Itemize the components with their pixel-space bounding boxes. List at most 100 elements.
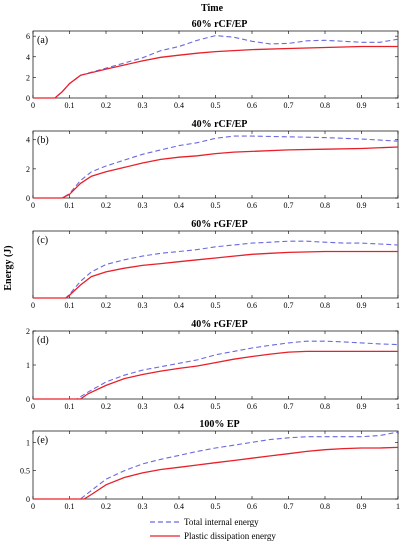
x-tick-label: 1 [396,201,400,210]
y-tick-label: 2 [26,73,30,82]
panel-letter: (a) [37,35,48,46]
x-tick-label: 0.9 [357,101,367,110]
y-tick-label: 2 [26,327,30,336]
x-tick-label: 0.2 [101,201,111,210]
x-tick-label: 0.8 [320,301,330,310]
series-total-internal-energy [33,135,399,199]
legend-label-plastic: Plastic dissipation energy [184,531,276,541]
series-total-internal-energy [33,431,399,500]
x-tick-label: 0.3 [138,301,148,310]
x-tick-label: 0.8 [320,502,330,511]
x-tick-label: 0.1 [65,301,75,310]
x-tick-label: 0.8 [320,402,330,411]
series-plastic-dissipation-energy [33,250,398,299]
x-tick-label: 0.7 [284,402,294,411]
y-tick-label: 0 [26,194,30,203]
x-tick-label: 0.9 [357,301,367,310]
x-tick-label: 1 [396,101,400,110]
panel-title: 40% rGF/EP [191,319,247,330]
x-tick-label: 0.4 [174,301,184,310]
y-tick-label: 4 [26,136,30,145]
panel-letter: (e) [37,435,48,446]
panel-title: 100% EP [199,419,239,430]
x-tick-label: 0.6 [247,201,257,210]
panel-title: 40% rCF/EP [192,119,248,130]
x-tick-label: 0.3 [138,502,148,511]
legend: Total internal energy Plastic dissipatio… [150,517,276,541]
x-tick-label: 0.5 [211,502,221,511]
x-tick-label: 0.8 [320,101,330,110]
y-tick-label: 1 [26,361,30,370]
x-tick-label: 0.5 [211,402,221,411]
series-plastic-dissipation-energy [33,45,398,99]
x-tick-label: 0.1 [65,402,75,411]
panel-frame [32,130,399,199]
x-tick-label: 0.9 [357,201,367,210]
panel-title: 60% rGF/EP [191,219,247,230]
series-plastic-dissipation-energy [33,446,399,500]
series-plastic-dissipation-energy [33,146,399,199]
x-tick-label: 0.9 [357,502,367,511]
panel-letter: (b) [37,135,49,146]
x-tick-label: 1 [396,402,400,411]
x-tick-label: 0 [31,101,35,110]
panel-letter: (c) [37,235,48,246]
y-tick-label: 0.5 [20,467,30,476]
series-total-internal-energy [33,340,399,400]
x-tick-label: 0.6 [247,402,257,411]
x-tick-label: 0 [31,502,35,511]
x-tick-label: 0.4 [174,201,184,210]
x-tick-label: 0.8 [320,201,330,210]
panel-3: 60% rGF/EP (c) 0 0.1 0.2 0.3 0.4 0.5 0.6 0.7 0.8 0.… [31,219,400,310]
x-tick-label: 0.6 [247,101,257,110]
x-tick-label: 0.1 [65,201,75,210]
x-tick-label: 0.4 [174,101,184,110]
top-label: Time [201,3,224,14]
x-tick-label: 0.3 [138,402,148,411]
x-tick-label: 0.7 [284,101,294,110]
x-tick-label: 1 [396,502,400,511]
x-tick-label: 0.3 [138,101,148,110]
x-tick-label: 0.9 [357,402,367,411]
y-tick-label: 6 [26,32,30,41]
x-tick-label: 0 [31,201,35,210]
x-tick-label: 0.2 [101,301,111,310]
x-tick-label: 1 [396,301,400,310]
x-tick-label: 0.6 [247,502,257,511]
panel-frame [32,230,399,299]
y-tick-label: 0 [26,495,30,504]
x-tick-label: 0.2 [101,101,111,110]
x-tick-label: 0.1 [65,101,75,110]
panel-frame [32,430,399,500]
y-tick-label: 2 [26,165,30,174]
legend-label-total: Total internal energy [184,517,259,527]
x-tick-label: 0.7 [284,201,294,210]
y-axis-label: Energy (J) [3,245,14,290]
x-tick-label: 0.1 [65,502,75,511]
panel-4: 40% rGF/EP (d) 0 0.1 0.2 0.3 0.4 0.5 0.6 0.7 0.8 0.… [26,319,400,411]
x-tick-label: 0.3 [138,201,148,210]
y-tick-label: 0 [26,395,30,404]
x-tick-label: 0.7 [284,301,294,310]
x-tick-label: 0 [31,402,35,411]
y-tick-label: 0 [26,94,30,103]
x-tick-label: 0.2 [101,502,111,511]
x-tick-label: 0.7 [284,502,294,511]
y-tick-label: 4 [26,53,30,62]
panel-1: 60% rCF/EP (a) 0 0.1 0.2 0.3 0.4 0.5 0.6 0.7 0.8 0.… [26,19,400,110]
panel-frame [32,330,399,400]
panel-frame [32,30,399,99]
x-tick-label: 0.4 [174,402,184,411]
panel-2: 40% rCF/EP (b) 0 0.1 0.2 0.3 0.4 0.5 0.6 0.7 0.8 0.… [26,119,400,210]
panel-5: 100% EP (e) 0 0.1 0.2 0.3 0.4 0.5 0.6 0.7 0.8 0.9 1 0… [20,419,400,511]
x-tick-label: 0.5 [211,301,221,310]
series-total-internal-energy [33,240,399,299]
y-tick-label: 1 [26,438,30,447]
x-tick-label: 0.6 [247,301,257,310]
panel-title: 60% rCF/EP [192,19,248,30]
x-tick-label: 0.4 [174,502,184,511]
x-tick-label: 0.5 [211,101,221,110]
series-total-internal-energy [33,35,399,99]
